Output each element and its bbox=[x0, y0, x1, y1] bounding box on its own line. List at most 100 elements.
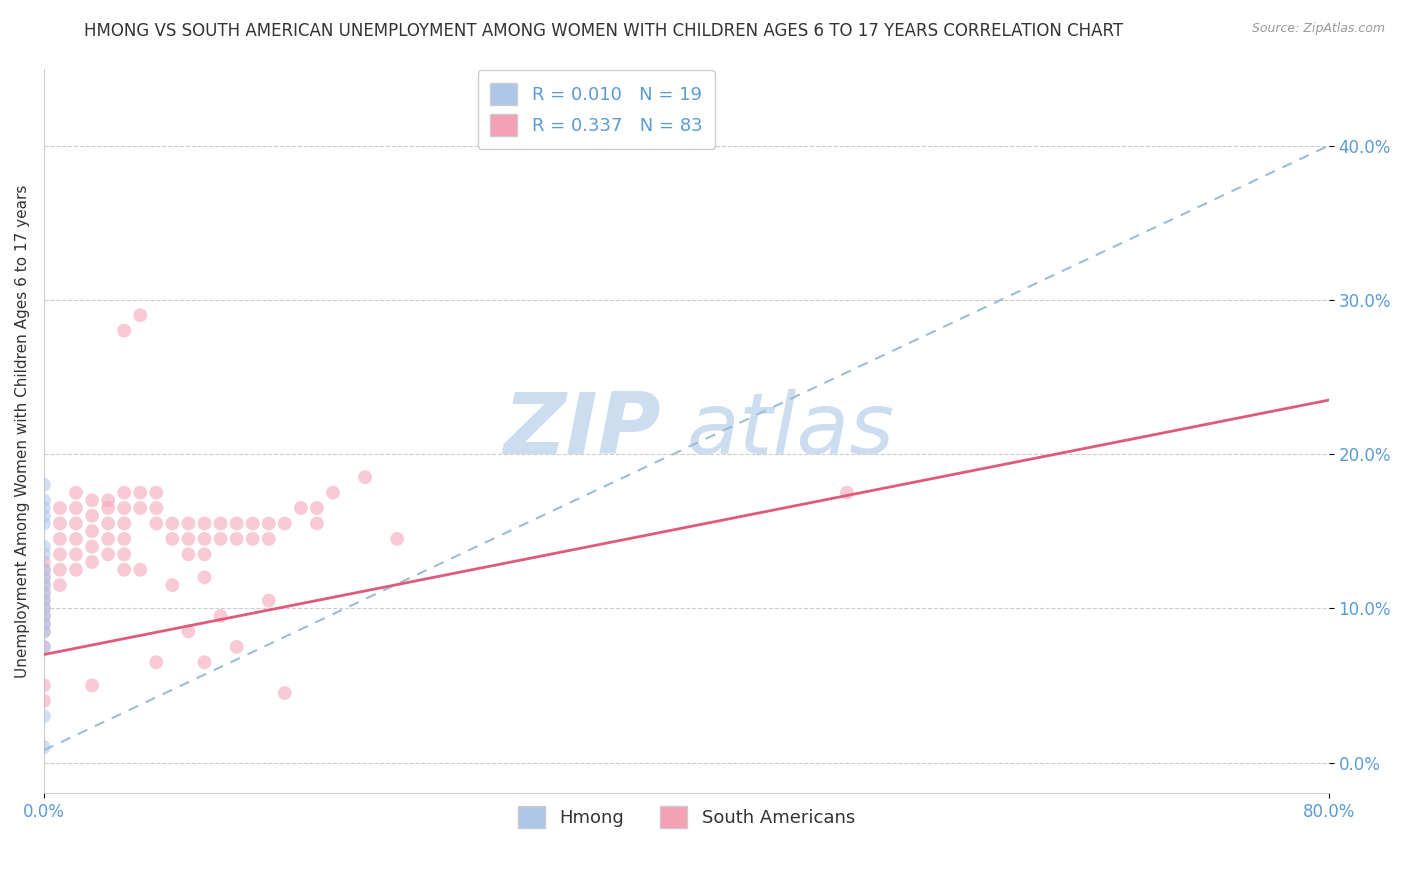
Point bbox=[65, 532, 87, 546]
Point bbox=[32, 694, 55, 708]
Point bbox=[49, 547, 72, 561]
Point bbox=[177, 532, 200, 546]
Point bbox=[145, 655, 167, 669]
Point bbox=[32, 547, 55, 561]
Point bbox=[97, 516, 120, 531]
Point bbox=[32, 593, 55, 607]
Point bbox=[32, 609, 55, 624]
Point bbox=[32, 508, 55, 523]
Point bbox=[65, 563, 87, 577]
Point bbox=[32, 501, 55, 516]
Point bbox=[112, 532, 135, 546]
Point bbox=[32, 578, 55, 592]
Point bbox=[32, 493, 55, 508]
Point bbox=[225, 532, 247, 546]
Point bbox=[32, 516, 55, 531]
Point bbox=[129, 485, 152, 500]
Point bbox=[290, 501, 312, 516]
Point bbox=[65, 516, 87, 531]
Point bbox=[112, 547, 135, 561]
Point bbox=[177, 516, 200, 531]
Point bbox=[305, 501, 328, 516]
Point bbox=[112, 324, 135, 338]
Point bbox=[65, 501, 87, 516]
Point bbox=[32, 709, 55, 723]
Point bbox=[32, 616, 55, 631]
Point bbox=[129, 563, 152, 577]
Point bbox=[209, 516, 232, 531]
Legend: Hmong, South Americans: Hmong, South Americans bbox=[510, 798, 862, 835]
Point bbox=[257, 593, 280, 607]
Text: atlas: atlas bbox=[686, 390, 894, 473]
Point bbox=[129, 308, 152, 322]
Text: HMONG VS SOUTH AMERICAN UNEMPLOYMENT AMONG WOMEN WITH CHILDREN AGES 6 TO 17 YEAR: HMONG VS SOUTH AMERICAN UNEMPLOYMENT AMO… bbox=[84, 22, 1123, 40]
Point bbox=[145, 485, 167, 500]
Point bbox=[32, 578, 55, 592]
Point bbox=[835, 485, 858, 500]
Point bbox=[162, 516, 184, 531]
Point bbox=[32, 609, 55, 624]
Point bbox=[257, 516, 280, 531]
Point bbox=[257, 532, 280, 546]
Point bbox=[32, 478, 55, 492]
Point bbox=[97, 493, 120, 508]
Point bbox=[225, 640, 247, 654]
Point bbox=[274, 686, 297, 700]
Point bbox=[49, 578, 72, 592]
Point bbox=[162, 578, 184, 592]
Point bbox=[193, 516, 215, 531]
Point bbox=[49, 516, 72, 531]
Point bbox=[32, 740, 55, 755]
Point bbox=[177, 547, 200, 561]
Point bbox=[49, 563, 72, 577]
Point bbox=[225, 516, 247, 531]
Point bbox=[129, 501, 152, 516]
Point bbox=[242, 516, 264, 531]
Point bbox=[80, 493, 103, 508]
Point bbox=[112, 485, 135, 500]
Point bbox=[32, 640, 55, 654]
Point bbox=[49, 501, 72, 516]
Point bbox=[242, 532, 264, 546]
Point bbox=[80, 540, 103, 554]
Point bbox=[80, 678, 103, 692]
Point bbox=[32, 601, 55, 615]
Point bbox=[162, 532, 184, 546]
Point bbox=[193, 547, 215, 561]
Point bbox=[97, 532, 120, 546]
Point bbox=[193, 570, 215, 584]
Point bbox=[274, 516, 297, 531]
Point bbox=[209, 609, 232, 624]
Point bbox=[387, 532, 409, 546]
Point bbox=[32, 586, 55, 600]
Point bbox=[32, 570, 55, 584]
Point bbox=[32, 563, 55, 577]
Point bbox=[65, 547, 87, 561]
Point bbox=[97, 501, 120, 516]
Point bbox=[177, 624, 200, 639]
Point bbox=[32, 586, 55, 600]
Point bbox=[32, 624, 55, 639]
Point bbox=[193, 532, 215, 546]
Point bbox=[65, 485, 87, 500]
Point bbox=[32, 601, 55, 615]
Point bbox=[80, 508, 103, 523]
Point bbox=[322, 485, 344, 500]
Text: Source: ZipAtlas.com: Source: ZipAtlas.com bbox=[1251, 22, 1385, 36]
Point bbox=[80, 524, 103, 538]
Point bbox=[145, 501, 167, 516]
Point bbox=[32, 624, 55, 639]
Point bbox=[32, 563, 55, 577]
Y-axis label: Unemployment Among Women with Children Ages 6 to 17 years: Unemployment Among Women with Children A… bbox=[15, 185, 30, 678]
Point bbox=[32, 640, 55, 654]
Point bbox=[112, 501, 135, 516]
Point bbox=[32, 570, 55, 584]
Point bbox=[97, 547, 120, 561]
Point bbox=[49, 532, 72, 546]
Point bbox=[80, 555, 103, 569]
Point bbox=[145, 516, 167, 531]
Point bbox=[32, 540, 55, 554]
Point bbox=[112, 563, 135, 577]
Point bbox=[209, 532, 232, 546]
Point bbox=[193, 655, 215, 669]
